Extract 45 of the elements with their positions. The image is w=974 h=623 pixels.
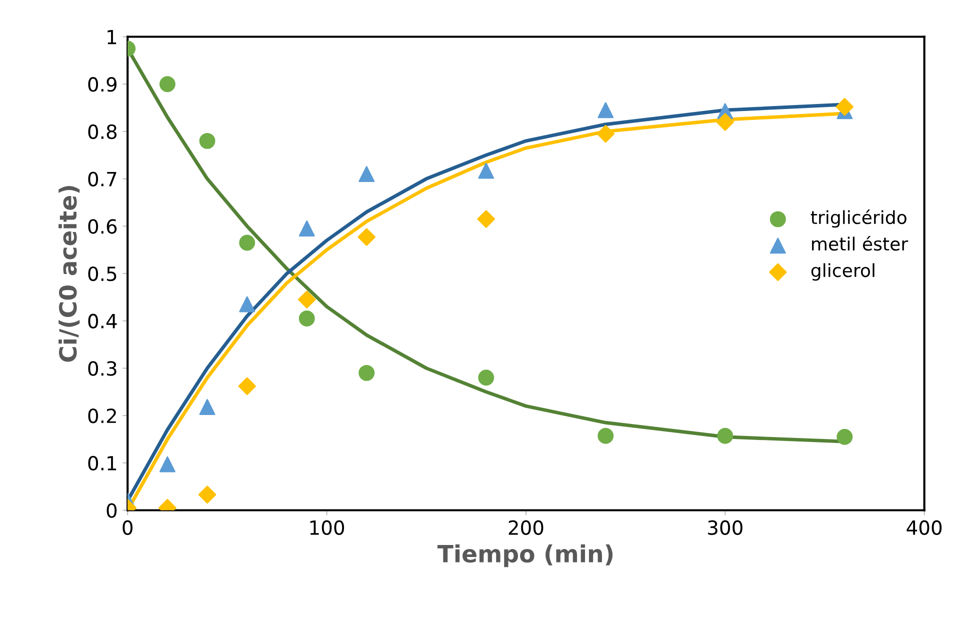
y-tick-label: 0.9 bbox=[88, 77, 117, 92]
legend-label: triglicérido bbox=[810, 209, 906, 228]
point bbox=[358, 364, 375, 381]
point bbox=[298, 310, 315, 326]
point bbox=[298, 220, 315, 236]
point bbox=[598, 428, 614, 444]
y-tick-label: 0.1 bbox=[88, 456, 116, 471]
x-tick-label: 0 bbox=[122, 520, 132, 536]
point bbox=[478, 162, 494, 179]
point bbox=[239, 296, 256, 312]
y-tick-label: 0.3 bbox=[88, 361, 116, 376]
y-tick-label: 1 bbox=[108, 30, 116, 44]
point bbox=[596, 124, 615, 143]
y-tick-label: 0.2 bbox=[88, 408, 116, 424]
x-tick-label: 200 bbox=[508, 520, 544, 536]
x-tick-label: 300 bbox=[708, 520, 742, 536]
x-tick-label: 100 bbox=[310, 520, 344, 536]
x-axis-title: Tiempo (min) bbox=[437, 544, 613, 568]
y-tick-label: 0.4 bbox=[88, 314, 117, 329]
point bbox=[198, 486, 216, 504]
y-axis-title: Ci/(C0 aceite) bbox=[58, 186, 80, 362]
point bbox=[159, 456, 176, 472]
y-tick-label: 0 bbox=[106, 503, 117, 518]
point bbox=[159, 76, 176, 92]
point bbox=[598, 102, 614, 118]
point bbox=[716, 113, 734, 131]
y-tick-label: 0.8 bbox=[88, 124, 117, 140]
point bbox=[199, 399, 216, 415]
y-tick-label: 0.6 bbox=[88, 219, 117, 234]
legend-label: metil éster bbox=[812, 236, 908, 251]
point bbox=[717, 428, 734, 444]
y-tick-label: 0.7 bbox=[88, 172, 116, 186]
point bbox=[199, 132, 216, 149]
point bbox=[358, 166, 375, 182]
point bbox=[358, 228, 376, 246]
point bbox=[238, 377, 256, 396]
x-tick-label: 400 bbox=[906, 520, 942, 536]
point bbox=[836, 428, 853, 445]
point bbox=[478, 370, 494, 386]
point bbox=[239, 234, 256, 251]
point bbox=[298, 290, 316, 308]
y-tick-label: 0.5 bbox=[88, 266, 116, 282]
point bbox=[477, 210, 496, 228]
legend-label: glicerol bbox=[811, 263, 874, 281]
point bbox=[836, 98, 854, 116]
